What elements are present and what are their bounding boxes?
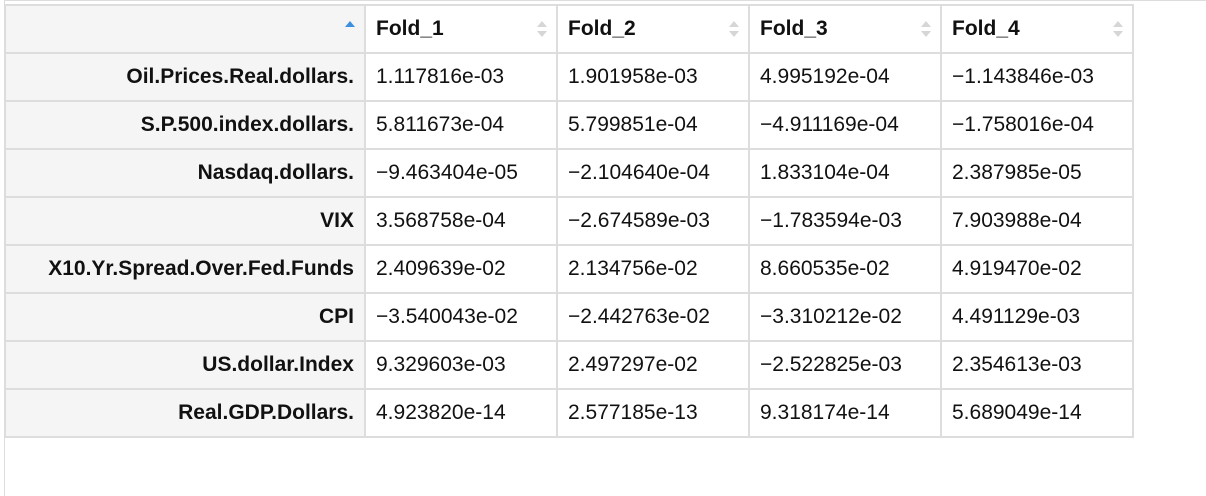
column-header-fold-1[interactable]: Fold_1: [364, 4, 558, 54]
table-cell: 1.901958e-03: [556, 52, 750, 102]
row-header: CPI: [4, 292, 366, 342]
table-cell: 4.491129e-03: [940, 292, 1134, 342]
table-cell: −1.758016e-04: [940, 100, 1134, 150]
row-header: VIX: [4, 196, 366, 246]
column-header-label: Fold_1: [376, 17, 444, 40]
table-row: S.P.500.index.dollars. 5.811673e-04 5.79…: [4, 100, 1134, 150]
table-cell: 5.689049e-14: [940, 388, 1134, 438]
column-header-fold-4[interactable]: Fold_4: [940, 4, 1134, 54]
table-row: Nasdaq.dollars. −9.463404e-05 −2.104640e…: [4, 148, 1134, 198]
column-header-rownames[interactable]: [4, 4, 366, 54]
row-header: Nasdaq.dollars.: [4, 148, 366, 198]
sort-both-icon: [921, 21, 931, 37]
table-cell: −3.540043e-02: [364, 292, 558, 342]
column-header-label: Fold_3: [760, 17, 828, 40]
table-row: CPI −3.540043e-02 −2.442763e-02 −3.31021…: [4, 292, 1134, 342]
row-header: Oil.Prices.Real.dollars.: [4, 52, 366, 102]
table-cell: −3.310212e-02: [748, 292, 942, 342]
table-cell: −4.911169e-04: [748, 100, 942, 150]
table-cell: −2.442763e-02: [556, 292, 750, 342]
column-header-label: Fold_4: [952, 17, 1020, 40]
table-cell: −1.783594e-03: [748, 196, 942, 246]
table-cell: 2.354613e-03: [940, 340, 1134, 390]
table-cell: 1.117816e-03: [364, 52, 558, 102]
column-header-label: Fold_2: [568, 17, 636, 40]
table-cell: 2.387985e-05: [940, 148, 1134, 198]
header-row: Fold_1 Fold_2 Fold_3 Fold_4: [4, 4, 1134, 54]
table-row: US.dollar.Index 9.329603e-03 2.497297e-0…: [4, 340, 1134, 390]
table-cell: −2.674589e-03: [556, 196, 750, 246]
table-cell: 2.134756e-02: [556, 244, 750, 294]
table-cell: 9.318174e-14: [748, 388, 942, 438]
table-row: X10.Yr.Spread.Over.Fed.Funds 2.409639e-0…: [4, 244, 1134, 294]
table-cell: −1.143846e-03: [940, 52, 1134, 102]
data-table: Fold_1 Fold_2 Fold_3 Fold_4 Oil: [4, 4, 1134, 438]
table-cell: 2.409639e-02: [364, 244, 558, 294]
table-cell: 5.811673e-04: [364, 100, 558, 150]
table-row: Real.GDP.Dollars. 4.923820e-14 2.577185e…: [4, 388, 1134, 438]
table-cell: 4.995192e-04: [748, 52, 942, 102]
row-header: S.P.500.index.dollars.: [4, 100, 366, 150]
table-cell: −9.463404e-05: [364, 148, 558, 198]
table-cell: 9.329603e-03: [364, 340, 558, 390]
sort-ascending-icon: [345, 21, 355, 37]
row-header: US.dollar.Index: [4, 340, 366, 390]
table-cell: 1.833104e-04: [748, 148, 942, 198]
table-cell: 8.660535e-02: [748, 244, 942, 294]
row-header: Real.GDP.Dollars.: [4, 388, 366, 438]
column-header-fold-2[interactable]: Fold_2: [556, 4, 750, 54]
table-row: Oil.Prices.Real.dollars. 1.117816e-03 1.…: [4, 52, 1134, 102]
table-cell: 3.568758e-04: [364, 196, 558, 246]
sort-both-icon: [729, 21, 739, 37]
table-cell: 4.923820e-14: [364, 388, 558, 438]
table-cell: 2.577185e-13: [556, 388, 750, 438]
table-cell: 7.903988e-04: [940, 196, 1134, 246]
column-header-fold-3[interactable]: Fold_3: [748, 4, 942, 54]
table-cell: 4.919470e-02: [940, 244, 1134, 294]
sort-both-icon: [537, 21, 547, 37]
table-cell: 2.497297e-02: [556, 340, 750, 390]
table-cell: 5.799851e-04: [556, 100, 750, 150]
row-header: X10.Yr.Spread.Over.Fed.Funds: [4, 244, 366, 294]
table-cell: −2.104640e-04: [556, 148, 750, 198]
table-row: VIX 3.568758e-04 −2.674589e-03 −1.783594…: [4, 196, 1134, 246]
sort-both-icon: [1113, 21, 1123, 37]
table-cell: −2.522825e-03: [748, 340, 942, 390]
